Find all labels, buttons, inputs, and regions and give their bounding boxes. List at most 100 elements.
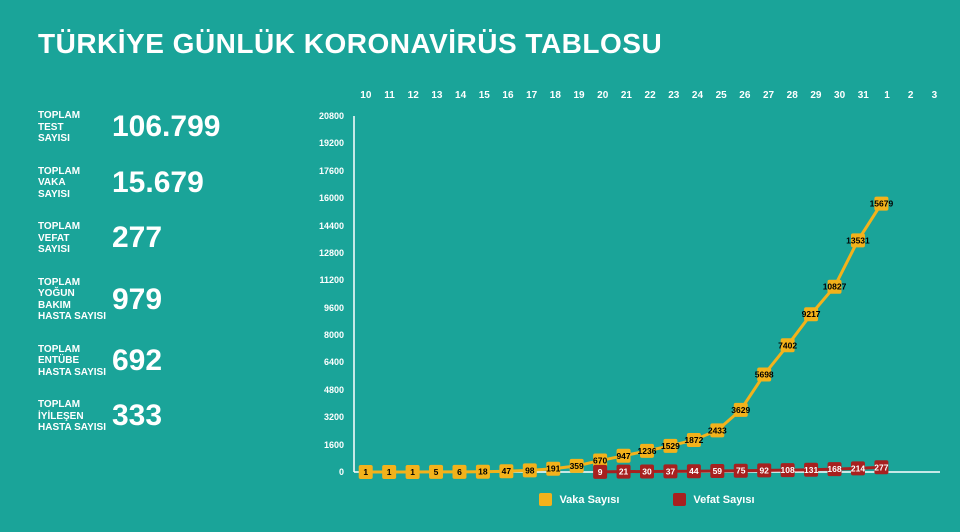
svg-text:1872: 1872 bbox=[684, 435, 703, 445]
svg-text:947: 947 bbox=[616, 451, 630, 461]
stat-row: TOPLAMTESTSAYISI106.799 bbox=[38, 110, 278, 145]
svg-text:191: 191 bbox=[546, 464, 560, 474]
stat-row: TOPLAMENTÜBEHASTA SAYISI692 bbox=[38, 344, 278, 379]
x-tick: 31 bbox=[851, 90, 875, 110]
svg-text:21: 21 bbox=[619, 467, 629, 477]
y-axis-ticks: 0160032004800640080009600112001280014400… bbox=[298, 116, 350, 472]
x-tick: 26 bbox=[733, 90, 757, 110]
svg-text:108: 108 bbox=[781, 465, 795, 475]
chart-svg: 1115618479819135967094712361529187224333… bbox=[354, 116, 940, 472]
y-tick: 8000 bbox=[324, 330, 344, 340]
stat-value: 106.799 bbox=[112, 110, 220, 144]
legend-item: Vaka Sayısı bbox=[539, 493, 619, 506]
svg-text:670: 670 bbox=[593, 456, 607, 466]
y-tick: 19200 bbox=[319, 138, 344, 148]
x-tick: 23 bbox=[662, 90, 686, 110]
svg-text:1: 1 bbox=[363, 467, 368, 477]
x-tick: 1 bbox=[875, 90, 899, 110]
y-tick: 20800 bbox=[319, 111, 344, 121]
stat-value: 277 bbox=[112, 221, 162, 255]
legend-label: Vaka Sayısı bbox=[559, 494, 619, 506]
x-tick: 21 bbox=[615, 90, 639, 110]
svg-text:10827: 10827 bbox=[823, 282, 847, 292]
y-tick: 16000 bbox=[319, 193, 344, 203]
stats-panel: TOPLAMTESTSAYISI106.799 TOPLAMVAKASAYISI1… bbox=[38, 110, 278, 455]
x-tick: 18 bbox=[544, 90, 568, 110]
stat-row: TOPLAMVAKASAYISI15.679 bbox=[38, 166, 278, 201]
x-tick: 13 bbox=[425, 90, 449, 110]
svg-text:277: 277 bbox=[874, 462, 888, 472]
x-tick: 15 bbox=[472, 90, 496, 110]
svg-text:30: 30 bbox=[642, 466, 652, 476]
legend-label: Vefat Sayısı bbox=[693, 494, 754, 506]
svg-text:44: 44 bbox=[689, 466, 699, 476]
page-title: TÜRKİYE GÜNLÜK KORONAVİRÜS TABLOSU bbox=[38, 28, 662, 60]
stat-label: TOPLAMYOĞUN BAKIMHASTA SAYISI bbox=[38, 277, 106, 323]
svg-text:37: 37 bbox=[666, 466, 676, 476]
y-tick: 4800 bbox=[324, 385, 344, 395]
legend-item: Vefat Sayısı bbox=[673, 493, 754, 506]
svg-text:3629: 3629 bbox=[731, 405, 750, 415]
x-tick: 2 bbox=[899, 90, 923, 110]
x-tick: 17 bbox=[520, 90, 544, 110]
svg-text:18: 18 bbox=[478, 467, 488, 477]
svg-text:75: 75 bbox=[736, 466, 746, 476]
svg-text:214: 214 bbox=[851, 463, 865, 473]
y-tick: 1600 bbox=[324, 440, 344, 450]
chart-container: 1011121314151617181920212223242526272829… bbox=[298, 90, 946, 510]
svg-text:5: 5 bbox=[434, 467, 439, 477]
y-tick: 17600 bbox=[319, 166, 344, 176]
svg-text:59: 59 bbox=[713, 466, 723, 476]
y-tick: 3200 bbox=[324, 412, 344, 422]
stat-label: TOPLAMVEFATSAYISI bbox=[38, 221, 106, 256]
x-tick: 12 bbox=[401, 90, 425, 110]
chart-plot: 1115618479819135967094712361529187224333… bbox=[354, 116, 940, 472]
svg-text:168: 168 bbox=[827, 464, 841, 474]
svg-text:2433: 2433 bbox=[708, 425, 727, 435]
svg-text:9: 9 bbox=[598, 467, 603, 477]
legend-swatch bbox=[539, 493, 552, 506]
stat-value: 692 bbox=[112, 344, 162, 378]
x-axis-ticks: 1011121314151617181920212223242526272829… bbox=[354, 90, 946, 110]
svg-text:7402: 7402 bbox=[778, 340, 797, 350]
stat-label: TOPLAMTESTSAYISI bbox=[38, 110, 106, 145]
x-tick: 14 bbox=[449, 90, 473, 110]
x-tick: 30 bbox=[828, 90, 852, 110]
svg-text:9217: 9217 bbox=[802, 309, 821, 319]
x-tick: 25 bbox=[709, 90, 733, 110]
stat-row: TOPLAMYOĞUN BAKIMHASTA SAYISI979 bbox=[38, 277, 278, 323]
svg-text:6: 6 bbox=[457, 467, 462, 477]
stat-value: 979 bbox=[112, 283, 162, 317]
x-tick: 27 bbox=[757, 90, 781, 110]
x-tick: 20 bbox=[591, 90, 615, 110]
svg-text:13531: 13531 bbox=[846, 235, 870, 245]
stat-label: TOPLAMENTÜBEHASTA SAYISI bbox=[38, 344, 106, 379]
x-tick: 29 bbox=[804, 90, 828, 110]
stat-value: 333 bbox=[112, 399, 162, 433]
x-tick: 11 bbox=[378, 90, 402, 110]
svg-text:1529: 1529 bbox=[661, 441, 680, 451]
svg-text:92: 92 bbox=[759, 465, 769, 475]
x-tick: 28 bbox=[780, 90, 804, 110]
y-tick: 0 bbox=[339, 467, 344, 477]
stat-row: TOPLAMİYİLEŞENHASTA SAYISI333 bbox=[38, 399, 278, 434]
y-tick: 6400 bbox=[324, 357, 344, 367]
legend-swatch bbox=[673, 493, 686, 506]
svg-text:131: 131 bbox=[804, 465, 818, 475]
y-tick: 12800 bbox=[319, 248, 344, 258]
stat-row: TOPLAMVEFATSAYISI277 bbox=[38, 221, 278, 256]
y-tick: 11200 bbox=[319, 275, 344, 285]
x-tick: 24 bbox=[686, 90, 710, 110]
svg-text:47: 47 bbox=[502, 466, 512, 476]
chart-legend: Vaka Sayısı Vefat Sayısı bbox=[354, 493, 940, 506]
stat-value: 15.679 bbox=[112, 166, 204, 200]
svg-text:1: 1 bbox=[387, 467, 392, 477]
x-tick: 22 bbox=[638, 90, 662, 110]
x-tick: 19 bbox=[567, 90, 591, 110]
svg-text:98: 98 bbox=[525, 465, 535, 475]
svg-text:1236: 1236 bbox=[638, 446, 657, 456]
y-tick: 9600 bbox=[324, 303, 344, 313]
stat-label: TOPLAMİYİLEŞENHASTA SAYISI bbox=[38, 399, 106, 434]
x-tick: 16 bbox=[496, 90, 520, 110]
svg-text:359: 359 bbox=[570, 461, 584, 471]
